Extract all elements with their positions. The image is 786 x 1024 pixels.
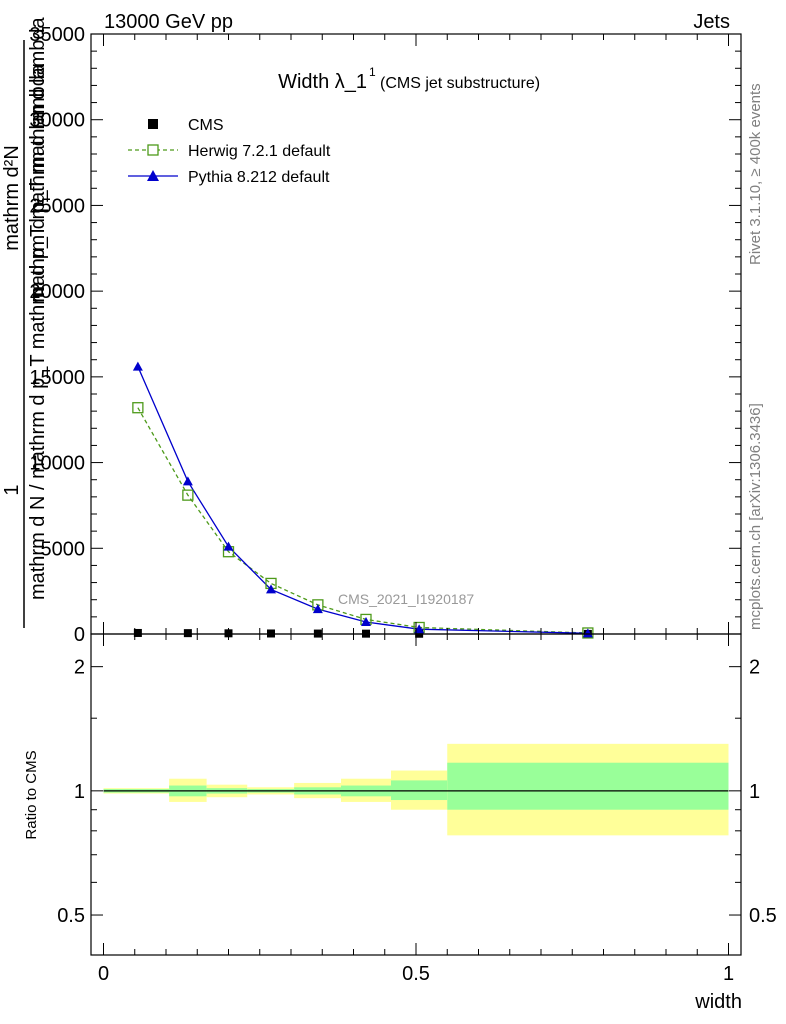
point-pythia-6 — [414, 624, 425, 634]
point-pythia-5 — [361, 617, 371, 626]
ylabel-numerator: mathrm d²N — [1, 145, 23, 251]
ylabel-one: 1 — [1, 484, 23, 495]
point-cms-0 — [133, 628, 142, 637]
ratio-bands — [103, 743, 729, 836]
point-herwig-7 — [582, 627, 594, 639]
main-ytick-label-5: 25000 — [29, 195, 85, 217]
legend-label-1: Herwig 7.2.1 default — [188, 143, 331, 160]
point-pythia-7 — [582, 628, 593, 638]
point-pythia-0 — [132, 361, 143, 371]
title-sub: (CMS jet substructure) — [380, 75, 540, 92]
header-right-label: Jets — [693, 11, 730, 33]
legend-marker-0 — [148, 119, 158, 129]
point-pythia-1 — [182, 476, 193, 486]
x-tick-label-0: 0 — [98, 963, 109, 985]
axes: 0 5000 10000 15000 20000 25000 30000 35000 0 0.5 1… — [29, 24, 776, 985]
legend-label-2: Pythia 8.212 default — [188, 169, 330, 186]
main-ytick-label-7: 35000 — [29, 24, 85, 46]
point-herwig-1 — [182, 489, 194, 501]
ylabel-denominator: mathrm d N / mathrm d p_T mathrm d p_T m… — [27, 63, 49, 600]
x-tick-label-1: 0.5 — [402, 963, 430, 985]
ratio-ytick-label-right-1: 1 — [749, 781, 760, 803]
ratio-ytick-label-left-2: 2 — [74, 657, 85, 679]
ratio-ytick-label-left-0: 0.5 — [57, 905, 85, 927]
point-herwig-0 — [132, 402, 144, 414]
main-ytick-label-3: 15000 — [29, 367, 85, 389]
main-curves — [132, 361, 594, 639]
ratio-ytick-label-right-0: 0.5 — [749, 905, 777, 927]
x-axis-label: width — [694, 991, 742, 1013]
plot-title: Width λ_1 1 (CMS jet substructure) — [278, 65, 540, 93]
main-ylabel: 1 mathrm d²N mathrm d N / mathrm d p_T m… — [1, 16, 49, 628]
point-pythia-4 — [312, 604, 323, 614]
ratio-ylabel: Ratio to CMS — [23, 750, 40, 839]
legend-marker-1 — [147, 144, 159, 156]
main-ytick-label-1: 5000 — [41, 538, 86, 560]
main-ytick-label-0: 0 — [74, 624, 85, 646]
rivet-label: Rivet 3.1.10, ≥ 400k events — [747, 83, 764, 265]
mcplots-label: mcplots.cern.ch [arXiv:1306.3436] — [747, 403, 764, 630]
ratio-stat-band-6 — [391, 780, 448, 801]
title-superscript: 1 — [369, 65, 376, 79]
header-left-label: 13000 GeV pp — [104, 11, 233, 33]
legend-label-0: CMS — [188, 117, 224, 134]
point-pythia-3 — [266, 584, 276, 594]
ylabel-denominator-alt: mathrm d p_T mathrm d lambda — [27, 16, 49, 302]
ratio-ytick-label-right-2: 2 — [749, 657, 760, 679]
ratio-ytick-label-left-1: 1 — [74, 781, 85, 803]
x-tick-label-2: 1 — [723, 963, 734, 985]
main-ytick-label-2: 10000 — [29, 453, 85, 475]
analysis-watermark: CMS_2021_I1920187 — [338, 591, 474, 607]
series-line-pythia — [137, 366, 588, 634]
legend: CMS Herwig 7.2.1 default Pythia 8.212 defa… — [128, 117, 331, 186]
point-cms-1 — [183, 629, 192, 638]
main-ytick-label-6: 30000 — [29, 110, 85, 132]
legend-marker-2 — [147, 170, 159, 181]
series-line-herwig — [137, 407, 588, 634]
point-pythia-2 — [223, 541, 234, 551]
ratio-stat-band-7 — [447, 762, 729, 810]
main-ytick-label-4: 20000 — [29, 281, 85, 303]
title-main: Width λ_1 — [278, 71, 367, 93]
